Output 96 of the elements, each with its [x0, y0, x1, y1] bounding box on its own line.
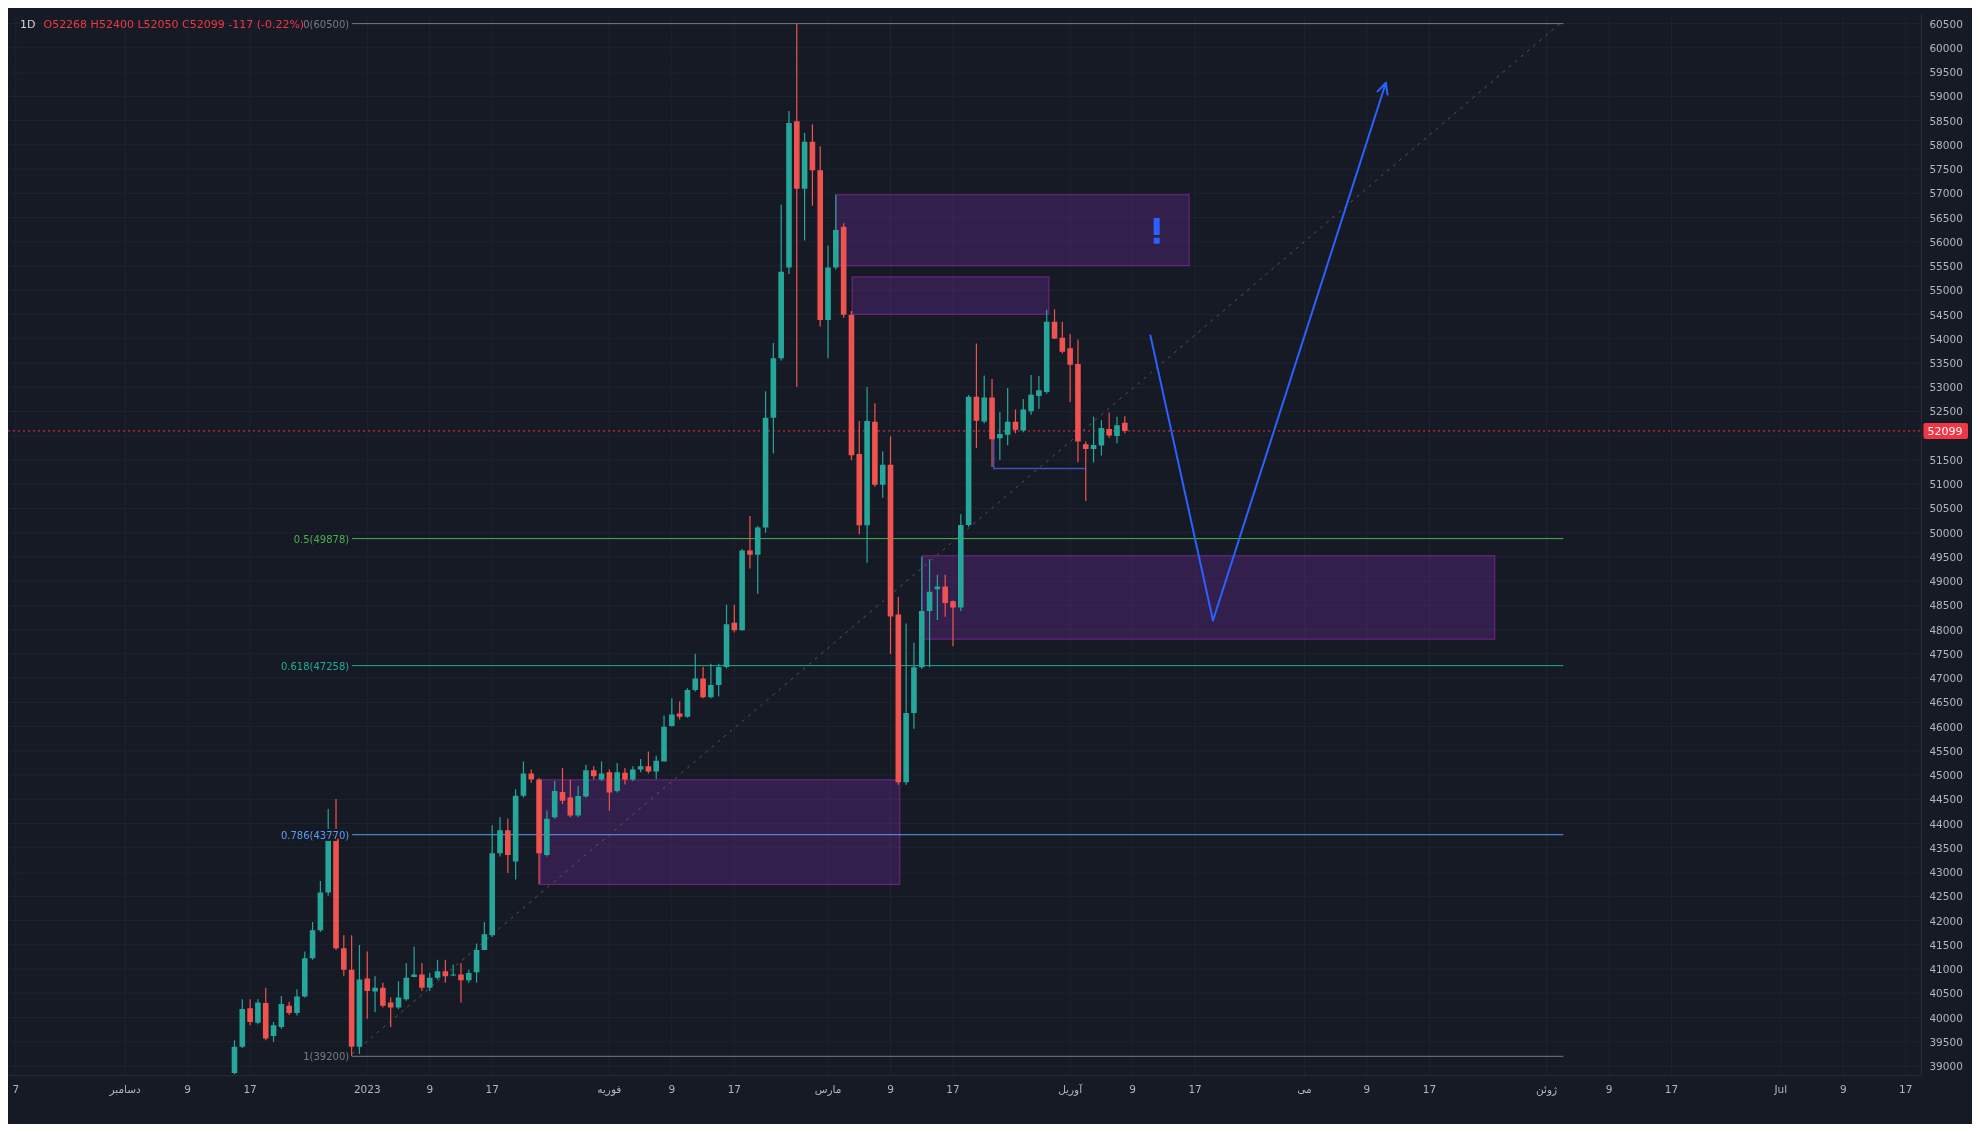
candlestick: [419, 963, 425, 991]
y-tick-label: 43000: [1929, 866, 1963, 879]
x-tick-label: 17: [727, 1082, 741, 1095]
y-tick-label: 46000: [1929, 720, 1963, 733]
y-tick-label: 40500: [1929, 987, 1963, 1000]
y-tick-label: 45500: [1929, 744, 1963, 757]
x-tick-label: 9: [887, 1082, 894, 1095]
x-tick-label: آوریل: [1058, 1082, 1084, 1096]
candlestick: [825, 245, 831, 359]
y-tick-label: 55000: [1929, 284, 1963, 297]
ref-line-label: 52099: [1927, 424, 1963, 438]
candlestick: [536, 777, 542, 885]
chart-title: 1D: [20, 18, 36, 31]
candlestick: [458, 963, 464, 1003]
x-tick-label: 17: [1422, 1082, 1437, 1095]
y-tick-label: 40000: [1929, 1011, 1963, 1024]
y-tick-label: 51000: [1929, 478, 1963, 491]
y-tick-label: 59500: [1929, 66, 1963, 79]
y-tick-label: 49500: [1929, 550, 1963, 563]
y-tick-label: 47500: [1929, 647, 1963, 660]
x-tick-label: 9: [426, 1082, 434, 1095]
candlestick: [372, 976, 378, 1013]
x-tick-label: 7: [12, 1082, 20, 1095]
candlestick: [950, 600, 956, 647]
candlestick: [989, 378, 995, 468]
ref-line-label: 0.5(49878): [293, 533, 350, 545]
candlestick: [747, 516, 753, 569]
candlestick: [497, 817, 503, 857]
y-tick-label: 42000: [1929, 914, 1963, 927]
x-tick-label: 17: [1188, 1082, 1202, 1095]
y-tick-label: 51500: [1929, 453, 1963, 466]
x-tick-label: 9: [1605, 1082, 1613, 1095]
x-tick-label: فوریه: [597, 1082, 622, 1096]
y-tick-label: 48500: [1929, 599, 1963, 612]
y-tick-label: 60500: [1929, 17, 1963, 30]
y-tick-label: 43500: [1929, 841, 1963, 854]
x-tick-label: Jul: [1773, 1082, 1788, 1095]
x-tick-label: 17: [1899, 1082, 1913, 1095]
ref-line-label: 1(39200): [303, 1051, 350, 1063]
x-tick-label: 9: [184, 1082, 191, 1095]
y-tick-label: 60000: [1929, 41, 1963, 54]
x-tick-label: 9: [1129, 1082, 1136, 1095]
y-tick-label: 57500: [1929, 163, 1963, 176]
candlestick: [1075, 339, 1081, 463]
y-tick-label: 48000: [1929, 623, 1963, 636]
candlestick: [661, 715, 667, 762]
y-tick-label: 41500: [1929, 938, 1963, 951]
x-tick-label: مارس: [814, 1082, 842, 1096]
x-tick-label: دسامبر: [108, 1082, 142, 1096]
y-tick-label: 44000: [1929, 817, 1963, 830]
y-tick-label: 47000: [1929, 672, 1963, 685]
x-tick-label: 9: [1363, 1082, 1371, 1095]
x-tick-label: 17: [243, 1082, 257, 1095]
y-tick-label: 53500: [1929, 356, 1963, 369]
x-tick-label: 17: [946, 1082, 960, 1095]
y-tick-label: 50000: [1929, 526, 1963, 539]
y-tick-label: 46500: [1929, 696, 1963, 709]
x-tick-label: ژوئن: [1536, 1082, 1558, 1096]
x-tick-label: 2023: [353, 1082, 381, 1095]
candlestick: [1020, 398, 1027, 433]
y-tick-label: 56000: [1929, 235, 1963, 248]
y-tick-label: 41000: [1929, 963, 1963, 976]
chart-subtitle: O52268 H52400 L52050 C52099 -117 (-0.22%): [43, 18, 305, 31]
x-tick-label: 9: [1839, 1082, 1847, 1095]
y-tick-label: 39500: [1929, 1035, 1963, 1048]
candlestick: [864, 387, 870, 563]
candlestick: [786, 111, 792, 274]
ref-line-label: 0(60500): [303, 18, 350, 30]
y-tick-label: 57000: [1929, 187, 1963, 200]
y-tick-label: 39000: [1929, 1060, 1963, 1072]
y-tick-label: 45000: [1929, 769, 1963, 782]
candlestick: [583, 764, 589, 798]
y-tick-label: 52500: [1929, 405, 1963, 418]
ref-line-label: 0.618(47258): [280, 660, 350, 672]
y-tick-label: 58000: [1929, 138, 1963, 151]
candlestick: [700, 666, 706, 699]
y-tick-label: 55500: [1929, 260, 1963, 273]
y-tick-label: 59000: [1929, 90, 1963, 103]
x-tick-label: 9: [668, 1082, 676, 1095]
candlestick: [1028, 375, 1034, 415]
y-tick-label: 54000: [1929, 332, 1963, 345]
y-tick-label: 42500: [1929, 890, 1963, 903]
y-tick-label: 54500: [1929, 308, 1963, 321]
x-tick-label: 17: [485, 1082, 499, 1095]
x-tick-label: می: [1297, 1082, 1312, 1095]
candlestick: [622, 767, 628, 785]
y-tick-label: 50500: [1929, 502, 1963, 515]
y-tick-label: 44500: [1929, 793, 1963, 806]
candlestick: [1114, 416, 1120, 444]
y-tick-label: 56500: [1929, 211, 1963, 224]
candlestick: [294, 989, 300, 1016]
y-tick-label: 58500: [1929, 114, 1963, 127]
y-tick-label: 49000: [1929, 575, 1963, 588]
y-tick-label: 53000: [1929, 381, 1963, 394]
candlestick: [255, 999, 261, 1025]
x-tick-label: 17: [1664, 1082, 1679, 1095]
